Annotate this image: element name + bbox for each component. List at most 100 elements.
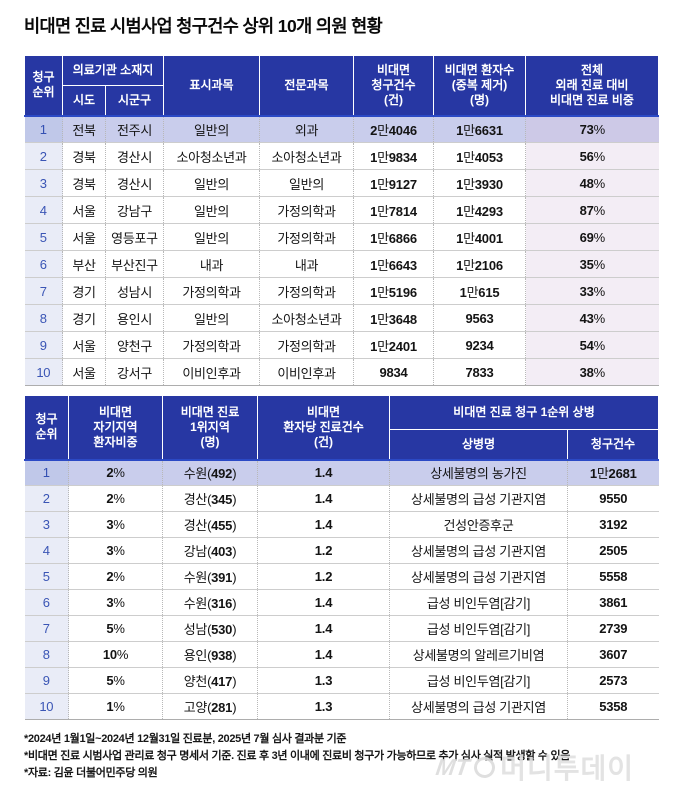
cell-share: 43% xyxy=(525,304,659,332)
moneytoday-circle-icon xyxy=(472,754,498,780)
cell-claims: 1만9127 xyxy=(353,169,434,197)
footnote-period: *2024년 1월1일~2024년 12월31일 진료분, 2025년 7월 심… xyxy=(24,733,347,745)
moneytoday-watermark: MT 머니투데이 xyxy=(434,747,634,787)
cell-share: 73% xyxy=(525,114,659,143)
table-row: 3 경북 경산시 일반의 일반의 1만9127 1만3930 48% xyxy=(24,169,659,197)
table-row: 9 서울 양천구 가정의학과 가정의학과 1만2401 9234 54% xyxy=(24,331,659,359)
cell-local-share: 2% xyxy=(68,458,163,486)
cell-sido: 서울 xyxy=(62,331,106,359)
col-header-display-dept: 표시과목 xyxy=(163,55,260,116)
claims-detail-table: 청구 순위 비대면 자기지역 환자비중 비대면 진료 1위지역 (명) 비대면 … xyxy=(24,395,660,720)
cell-claims: 1만7814 xyxy=(353,196,434,224)
cell-display-dept: 내과 xyxy=(163,250,260,278)
cell-rank: 2 xyxy=(24,485,69,512)
cell-claims: 5358 xyxy=(566,693,659,720)
cell-sido: 전북 xyxy=(62,114,106,143)
cell-sido: 부산 xyxy=(62,250,106,278)
cell-specialty: 소아청소년과 xyxy=(259,304,354,332)
cell-sido: 경북 xyxy=(62,169,106,197)
table-row: 9 5% 양천(417) 1.3 급성 비인두염[감기] 2573 xyxy=(24,667,659,694)
cell-specialty: 외과 xyxy=(259,114,354,143)
cell-rank: 10 xyxy=(24,358,63,386)
cell-claims: 3607 xyxy=(566,641,659,668)
cell-claims: 2505 xyxy=(566,537,659,564)
cell-display-dept: 일반의 xyxy=(163,196,260,224)
table-row: 4 서울 강남구 일반의 가정의학과 1만7814 1만4293 87% xyxy=(24,196,659,224)
cell-claims: 1만9834 xyxy=(353,142,434,170)
cell-sigungu: 용인시 xyxy=(105,304,164,332)
cell-claims: 5558 xyxy=(566,563,659,590)
cell-local-share: 3% xyxy=(68,537,163,564)
cell-specialty: 가정의학과 xyxy=(259,277,354,305)
cell-disease-name: 상세불명의 급성 기관지염 xyxy=(389,563,568,590)
cell-claims: 9550 xyxy=(566,485,659,512)
cell-sigungu: 성남시 xyxy=(105,277,164,305)
cell-sigungu: 강서구 xyxy=(105,358,164,386)
cell-claims: 3192 xyxy=(566,511,659,538)
cell-top-region: 양천(417) xyxy=(162,667,258,694)
cell-rank: 8 xyxy=(24,641,69,668)
table-row: 5 서울 영등포구 일반의 가정의학과 1만6866 1만4001 69% xyxy=(24,223,659,251)
clinics-claims-table: 청구 순위 의료기관 소재지 표시과목 전문과목 비대면 청구건수 (건) 비대… xyxy=(24,55,659,386)
cell-sido: 서울 xyxy=(62,358,106,386)
cell-rank: 9 xyxy=(24,667,69,694)
table-row: 10 서울 강서구 이비인후과 이비인후과 9834 7833 38% xyxy=(24,358,659,386)
cell-sido: 경북 xyxy=(62,142,106,170)
cell-share: 69% xyxy=(525,223,659,251)
cell-claims: 1만5196 xyxy=(353,277,434,305)
cell-specialty: 가정의학과 xyxy=(259,196,354,224)
cell-claims: 1만3648 xyxy=(353,304,434,332)
cell-sigungu: 양천구 xyxy=(105,331,164,359)
cell-share: 48% xyxy=(525,169,659,197)
cell-rank: 2 xyxy=(24,142,63,170)
cell-claims: 2739 xyxy=(566,615,659,642)
cell-per-patient: 1.4 xyxy=(257,485,390,512)
table-header: 청구 순위 의료기관 소재지 표시과목 전문과목 비대면 청구건수 (건) 비대… xyxy=(24,55,659,116)
col-header-local-share: 비대면 자기지역 환자비중 xyxy=(68,395,163,460)
cell-per-patient: 1.2 xyxy=(257,563,390,590)
table-row: 1 전북 전주시 일반의 외과 2만4046 1만6631 73% xyxy=(24,114,659,143)
cell-rank: 6 xyxy=(24,250,63,278)
cell-claims: 2573 xyxy=(566,667,659,694)
cell-display-dept: 일반의 xyxy=(163,304,260,332)
cell-share: 87% xyxy=(525,196,659,224)
col-header-location-group: 의료기관 소재지 xyxy=(62,55,164,86)
cell-rank: 4 xyxy=(24,196,63,224)
cell-claims: 1만6866 xyxy=(353,223,434,251)
cell-patients: 1만2106 xyxy=(433,250,526,278)
cell-disease-name: 급성 비인두염[감기] xyxy=(389,589,568,616)
cell-top-region: 고양(281) xyxy=(162,693,258,720)
table-row: 4 3% 강남(403) 1.2 상세불명의 급성 기관지염 2505 xyxy=(24,537,659,564)
cell-rank: 1 xyxy=(24,458,69,486)
cell-patients: 1만4053 xyxy=(433,142,526,170)
cell-sido: 서울 xyxy=(62,223,106,251)
cell-sigungu: 부산진구 xyxy=(105,250,164,278)
col-header-patients: 비대면 환자수 (중복 제거) (명) xyxy=(433,55,526,116)
cell-rank: 1 xyxy=(24,114,63,143)
table-row: 5 2% 수원(391) 1.2 상세불명의 급성 기관지염 5558 xyxy=(24,563,659,590)
col-header-top-region: 비대면 진료 1위지역 (명) xyxy=(162,395,258,460)
table-row: 2 경북 경산시 소아청소년과 소아청소년과 1만9834 1만4053 56% xyxy=(24,142,659,170)
cell-display-dept: 일반의 xyxy=(163,114,260,143)
cell-claims: 1만2681 xyxy=(566,458,659,486)
cell-per-patient: 1.3 xyxy=(257,667,390,694)
cell-disease-name: 상세불명의 알레르기비염 xyxy=(389,641,568,668)
cell-per-patient: 1.4 xyxy=(257,589,390,616)
col-header-disease-name: 상병명 xyxy=(389,429,568,460)
col-header-sigungu: 시군구 xyxy=(105,85,164,116)
table-row: 10 1% 고양(281) 1.3 상세불명의 급성 기관지염 5358 xyxy=(24,693,659,720)
cell-share: 38% xyxy=(525,358,659,386)
cell-top-region: 경산(455) xyxy=(162,511,258,538)
col-header-per-patient: 비대면 환자당 진료건수 (건) xyxy=(257,395,390,460)
table-row: 7 경기 성남시 가정의학과 가정의학과 1만5196 1만615 33% xyxy=(24,277,659,305)
table-row: 6 3% 수원(316) 1.4 급성 비인두염[감기] 3861 xyxy=(24,589,659,616)
cell-sigungu: 경산시 xyxy=(105,169,164,197)
cell-patients: 9234 xyxy=(433,331,526,359)
col-header-specialty: 전문과목 xyxy=(259,55,354,116)
footnotes: *2024년 1월1일~2024년 12월31일 진료분, 2025년 7월 심… xyxy=(24,731,570,782)
cell-rank: 5 xyxy=(24,223,63,251)
cell-per-patient: 1.3 xyxy=(257,693,390,720)
cell-patients: 1만6631 xyxy=(433,114,526,143)
cell-display-dept: 일반의 xyxy=(163,223,260,251)
